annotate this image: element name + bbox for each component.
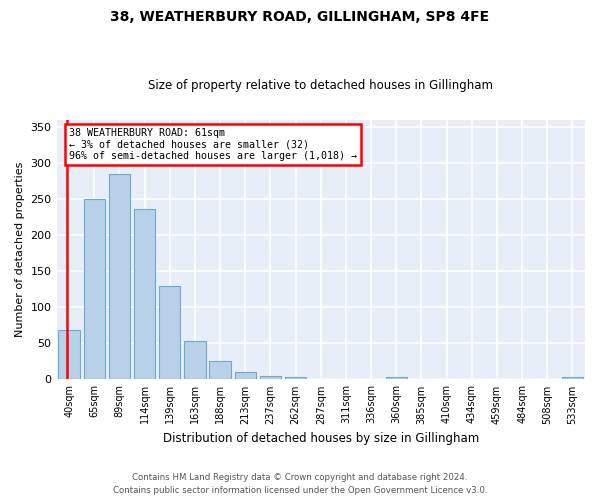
Bar bbox=[209, 362, 231, 380]
Text: 38 WEATHERBURY ROAD: 61sqm
← 3% of detached houses are smaller (32)
96% of semi-: 38 WEATHERBURY ROAD: 61sqm ← 3% of detac… bbox=[68, 128, 356, 162]
Bar bbox=[260, 376, 281, 380]
Bar bbox=[386, 376, 407, 380]
Bar bbox=[83, 199, 105, 380]
Bar bbox=[285, 376, 307, 380]
Bar bbox=[235, 372, 256, 380]
Bar bbox=[109, 174, 130, 380]
Y-axis label: Number of detached properties: Number of detached properties bbox=[15, 162, 25, 337]
Text: Contains HM Land Registry data © Crown copyright and database right 2024.
Contai: Contains HM Land Registry data © Crown c… bbox=[113, 474, 487, 495]
Bar bbox=[184, 341, 206, 380]
X-axis label: Distribution of detached houses by size in Gillingham: Distribution of detached houses by size … bbox=[163, 432, 479, 445]
Bar bbox=[58, 330, 80, 380]
Bar bbox=[159, 286, 181, 380]
Title: Size of property relative to detached houses in Gillingham: Size of property relative to detached ho… bbox=[148, 79, 493, 92]
Text: 38, WEATHERBURY ROAD, GILLINGHAM, SP8 4FE: 38, WEATHERBURY ROAD, GILLINGHAM, SP8 4F… bbox=[110, 10, 490, 24]
Bar bbox=[134, 209, 155, 380]
Bar bbox=[562, 378, 583, 380]
